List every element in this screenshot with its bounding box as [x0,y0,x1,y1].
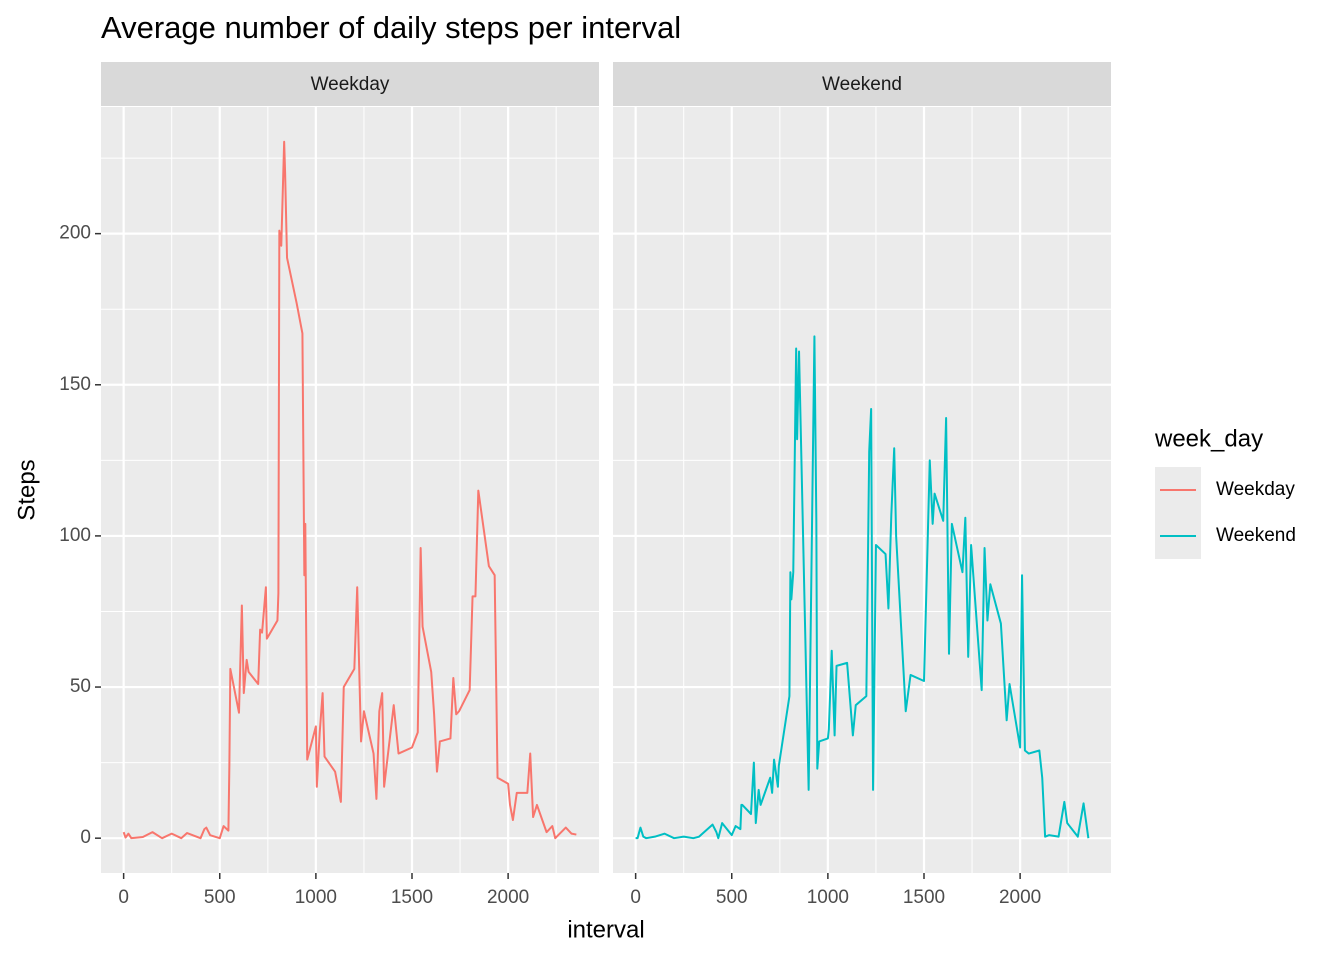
x-tick-label: 0 [630,887,641,908]
x-axis-label: interval [567,916,644,943]
chart-title: Average number of daily steps per interv… [101,10,681,45]
y-tick-label: 50 [70,676,91,697]
y-axis-label: Steps [13,459,40,520]
legend-label: Weekend [1216,525,1296,546]
y-tick-label: 0 [80,827,91,848]
strip-background [613,62,1111,106]
y-tick-label: 100 [59,525,91,546]
x-tick-label: 1500 [903,887,945,908]
strip-background [101,62,599,106]
x-tick-label: 1500 [391,887,433,908]
y-tick-label: 200 [59,223,91,244]
x-tick-label: 500 [204,887,236,908]
legend-title: week_day [1154,425,1263,452]
x-tick-label: 0 [118,887,129,908]
x-tick-label: 1000 [807,887,849,908]
strip-label: Weekday [311,74,390,95]
series-line [635,335,1090,840]
panel-background [613,107,1111,873]
panel-background [101,107,599,873]
series-line [122,140,577,840]
strip-label: Weekend [822,74,902,95]
x-tick-label: 2000 [999,887,1041,908]
x-tick-label: 2000 [487,887,529,908]
x-tick-label: 1000 [295,887,337,908]
x-tick-label: 500 [716,887,748,908]
legend-label: Weekday [1216,479,1295,500]
y-tick-label: 150 [59,374,91,395]
